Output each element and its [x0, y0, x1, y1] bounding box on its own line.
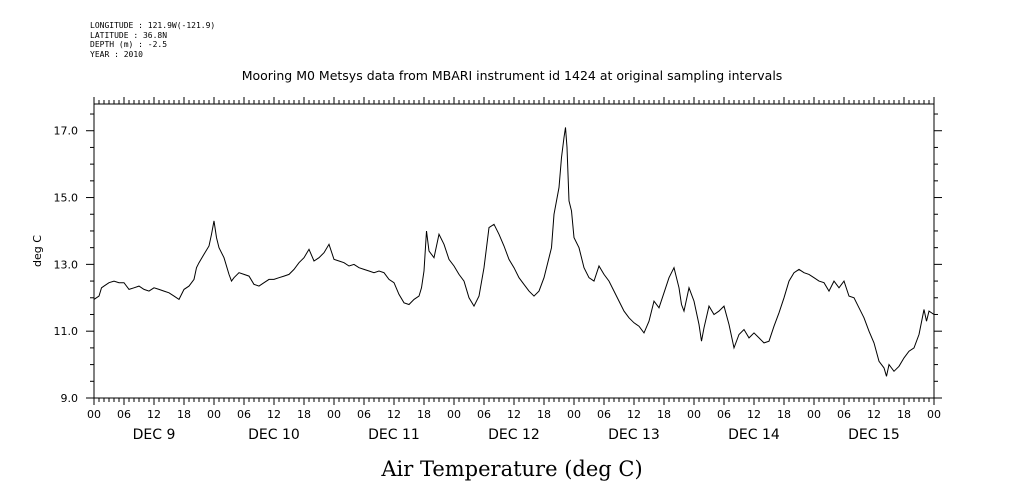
x-day-labels: DEC 9 DEC 10 DEC 11 DEC 12 DEC 13 DEC 14 DEC 1… [133, 427, 900, 443]
x-hour-tick-label: 06 [237, 408, 251, 421]
x-hour-tick-label: 00 [927, 408, 941, 421]
x-hour-tick-label: 18 [657, 408, 671, 421]
x-hour-tick-label: 18 [417, 408, 431, 421]
x-hour-tick-label: 18 [777, 408, 791, 421]
y-tick-labels: 9.0 11.0 13.0 15.0 17.0 [54, 125, 79, 405]
x-hour-tick-label: 06 [477, 408, 491, 421]
x-hour-tick-label: 18 [537, 408, 551, 421]
x-hour-tick-label: 00 [687, 408, 701, 421]
x-hour-tick-label: 06 [717, 408, 731, 421]
y-tick-label: 17.0 [54, 125, 79, 138]
x-hour-tick-label: 12 [387, 408, 401, 421]
x-hour-tick-label: 12 [147, 408, 161, 421]
x-hour-tick-label: 00 [447, 408, 461, 421]
y-tick-label: 13.0 [54, 258, 79, 271]
x-hour-tick-label: 00 [207, 408, 221, 421]
x-hour-tick-label: 00 [87, 408, 101, 421]
y-tick-label: 15.0 [54, 192, 79, 205]
x-day-label: DEC 9 [133, 427, 176, 443]
x-day-label: DEC 11 [368, 427, 420, 443]
meta-year: YEAR : 2010 [90, 49, 143, 59]
x-day-label: DEC 12 [488, 427, 540, 443]
y-tick-label: 9.0 [61, 392, 79, 405]
meta-longitude: LONGITUDE : 121.9W(-121.9) [90, 21, 216, 30]
y-tick-label: 11.0 [54, 325, 79, 338]
x-day-label: DEC 10 [248, 427, 300, 443]
x-hour-tick-label: 06 [117, 408, 131, 421]
x-hour-tick-label: 00 [327, 408, 341, 421]
x-hour-tick-label: 12 [627, 408, 641, 421]
meta-latitude: LATITUDE : 36.8N [90, 30, 168, 40]
metadata-block: LONGITUDE : 121.9W(-121.9) LATITUDE : 36… [90, 21, 215, 59]
x-hour-tick-label: 12 [747, 408, 761, 421]
x-hour-tick-label: 12 [267, 408, 281, 421]
chart-title: Mooring M0 Metsys data from MBARI instru… [242, 68, 783, 83]
plot-frame [93, 103, 935, 399]
x-hour-tick-label: 06 [357, 408, 371, 421]
x-hour-tick-labels: 00 06 12 18 00 06 12 18 00 06 12 18 00 06 12 18 00 06 12 18… [87, 408, 941, 421]
x-day-label: DEC 15 [848, 427, 900, 443]
x-hour-tick-label: 06 [837, 408, 851, 421]
x-axis-label: Air Temperature (deg C) [380, 457, 642, 481]
x-hour-tick-label: 18 [897, 408, 911, 421]
x-hour-tick-label: 00 [807, 408, 821, 421]
x-hour-tick-label: 12 [507, 408, 521, 421]
x-day-label: DEC 14 [728, 427, 780, 443]
x-hour-tick-label: 18 [177, 408, 191, 421]
tick-marks [86, 97, 942, 405]
x-hour-tick-label: 18 [297, 408, 311, 421]
x-hour-tick-label: 12 [867, 408, 881, 421]
y-axis-label: deg C [31, 235, 44, 267]
x-hour-tick-label: 06 [597, 408, 611, 421]
meta-depth: DEPTH (m) : -2.5 [90, 40, 168, 49]
x-day-label: DEC 13 [608, 427, 660, 443]
air-temperature-line [93, 127, 935, 377]
x-hour-tick-label: 00 [567, 408, 581, 421]
